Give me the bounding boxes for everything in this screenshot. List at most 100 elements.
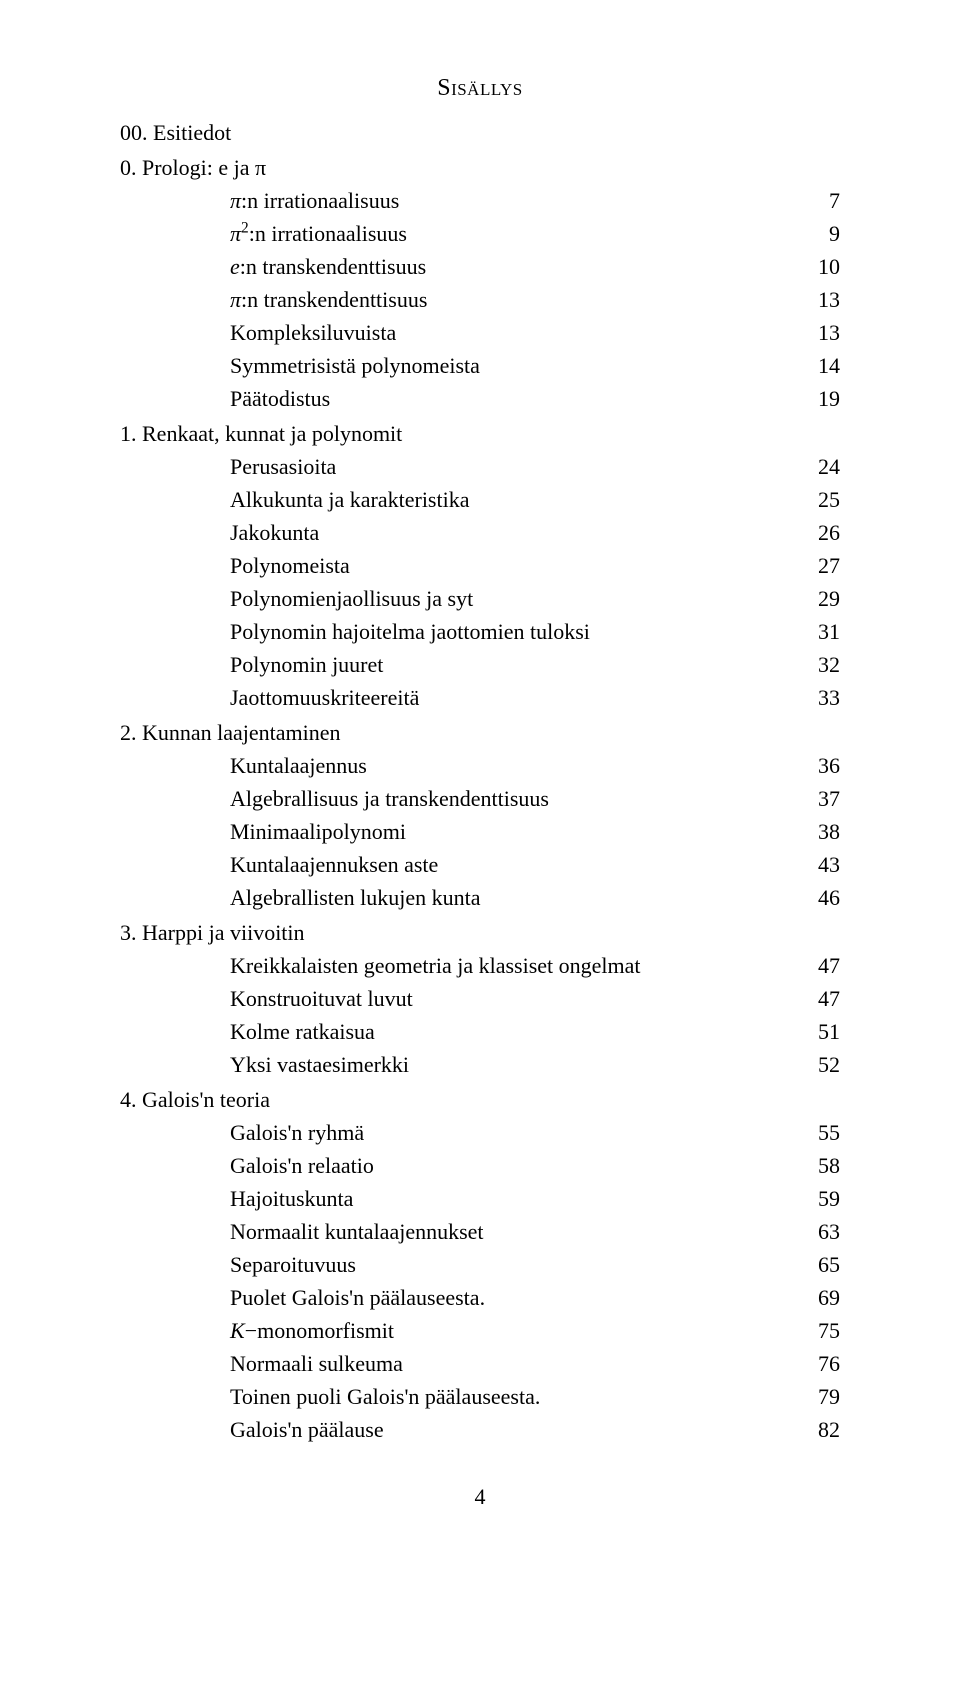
toc-entry: Kreikkalaisten geometria ja klassiset on… (230, 949, 840, 982)
toc-entry-label: Jaottomuuskriteereitä (230, 681, 419, 714)
toc-section: 1. Renkaat, kunnat ja polynomitPerusasio… (120, 417, 840, 714)
toc-entry: π2:n irrationaalisuus 9 (230, 217, 840, 250)
toc-entry-label: Toinen puoli Galois'n päälauseesta. (230, 1380, 540, 1413)
toc-section-heading: 00. Esitiedot (120, 116, 840, 149)
toc-container: 00. Esitiedot0. Prologi: e ja ππ:n irrat… (120, 116, 840, 1446)
toc-entry: Galois'n relaatio 58 (230, 1149, 840, 1182)
toc-entry-label: Algebrallisten lukujen kunta (230, 881, 481, 914)
toc-entry-label: π:n transkendenttisuus (230, 283, 427, 316)
toc-entry: Normaalit kuntalaajennukset 63 (230, 1215, 840, 1248)
toc-entry: Polynomin hajoitelma jaottomien tuloksi3… (230, 615, 840, 648)
toc-entry: e:n transkendenttisuus10 (230, 250, 840, 283)
toc-entry-label: K−monomorfismit (230, 1314, 394, 1347)
toc-entry-page: 19 (818, 382, 840, 415)
toc-entry: Polynomin juuret32 (230, 648, 840, 681)
toc-entry-label: Perusasioita (230, 450, 336, 483)
toc-entry-page: 52 (818, 1048, 840, 1081)
toc-entry-page: 36 (818, 749, 840, 782)
toc-title: Sisällys (120, 70, 840, 106)
toc-entry: Alkukunta ja karakteristika 25 (230, 483, 840, 516)
toc-entry: Separoituvuus65 (230, 1248, 840, 1281)
toc-entry-page: 58 (818, 1149, 840, 1182)
toc-entry: K−monomorfismit 75 (230, 1314, 840, 1347)
toc-entry-page: 82 (818, 1413, 840, 1446)
toc-section: 3. Harppi ja viivoitinKreikkalaisten geo… (120, 916, 840, 1081)
toc-entry-page: 47 (818, 982, 840, 1015)
toc-entry: Galois'n ryhmä 55 (230, 1116, 840, 1149)
toc-entry: Toinen puoli Galois'n päälauseesta. 79 (230, 1380, 840, 1413)
toc-entry: Konstruoituvat luvut 47 (230, 982, 840, 1015)
toc-entry-label: Kuntalaajennuksen aste (230, 848, 438, 881)
toc-entry: Galois'n päälause82 (230, 1413, 840, 1446)
toc-entry-label: Galois'n relaatio (230, 1149, 374, 1182)
toc-entry-label: Konstruoituvat luvut (230, 982, 413, 1015)
toc-entry-page: 46 (818, 881, 840, 914)
toc-entry: π:n irrationaalisuus7 (230, 184, 840, 217)
toc-entry-label: Polynomeista (230, 549, 350, 582)
toc-section-heading: 3. Harppi ja viivoitin (120, 916, 840, 949)
toc-entry-page: 75 (818, 1314, 840, 1347)
toc-entry: Algebrallisten lukujen kunta 46 (230, 881, 840, 914)
toc-entry-page: 7 (829, 184, 840, 217)
toc-section-heading: 4. Galois'n teoria (120, 1083, 840, 1116)
toc-entry-page: 31 (818, 615, 840, 648)
toc-entry: Algebrallisuus ja transkendenttisuus37 (230, 782, 840, 815)
toc-entry-page: 13 (818, 316, 840, 349)
toc-entry: Päätodistus 19 (230, 382, 840, 415)
toc-entry: π:n transkendenttisuus 13 (230, 283, 840, 316)
toc-entry-page: 38 (818, 815, 840, 848)
toc-entry-label: Separoituvuus (230, 1248, 356, 1281)
toc-entry-page: 25 (818, 483, 840, 516)
toc-entry-page: 37 (818, 782, 840, 815)
toc-entry-label: Alkukunta ja karakteristika (230, 483, 469, 516)
toc-entry-label: Galois'n ryhmä (230, 1116, 364, 1149)
toc-entry: Jakokunta26 (230, 516, 840, 549)
toc-entry: Jaottomuuskriteereitä 33 (230, 681, 840, 714)
toc-entry-label: Polynomin juuret (230, 648, 383, 681)
toc-entry: Polynomienjaollisuus ja syt 29 (230, 582, 840, 615)
toc-entry-label: Kolme ratkaisua (230, 1015, 375, 1048)
toc-section-heading: 1. Renkaat, kunnat ja polynomit (120, 417, 840, 450)
toc-entry-label: Normaalit kuntalaajennukset (230, 1215, 484, 1248)
toc-entry-label: Symmetrisistä polynomeista (230, 349, 480, 382)
toc-section-heading: 2. Kunnan laajentaminen (120, 716, 840, 749)
toc-entry-label: Kuntalaajennus (230, 749, 367, 782)
toc-entry-page: 13 (818, 283, 840, 316)
toc-entry-page: 33 (818, 681, 840, 714)
toc-entry-page: 29 (818, 582, 840, 615)
page-number: 4 (120, 1480, 840, 1513)
toc-entry-label: Normaali sulkeuma (230, 1347, 403, 1380)
toc-entry-label: Päätodistus (230, 382, 330, 415)
toc-entry-label: Puolet Galois'n päälauseesta. (230, 1281, 485, 1314)
toc-entry: Symmetrisistä polynomeista14 (230, 349, 840, 382)
toc-entry: Minimaalipolynomi38 (230, 815, 840, 848)
toc-entry-page: 47 (818, 949, 840, 982)
toc-entry-page: 59 (818, 1182, 840, 1215)
toc-section-heading: 0. Prologi: e ja π (120, 151, 840, 184)
toc-entry-label: Kompleksiluvuista (230, 316, 396, 349)
toc-entry-label: π2:n irrationaalisuus (230, 217, 407, 250)
toc-entry-page: 63 (818, 1215, 840, 1248)
toc-section: 0. Prologi: e ja ππ:n irrationaalisuus7π… (120, 151, 840, 415)
toc-entry: Kuntalaajennuksen aste 43 (230, 848, 840, 881)
toc-entry: Kompleksiluvuista 13 (230, 316, 840, 349)
toc-entry-page: 43 (818, 848, 840, 881)
toc-entry: Yksi vastaesimerkki 52 (230, 1048, 840, 1081)
toc-entry-page: 76 (818, 1347, 840, 1380)
toc-entry: Perusasioita24 (230, 450, 840, 483)
toc-entry-label: Jakokunta (230, 516, 319, 549)
toc-entry-label: Kreikkalaisten geometria ja klassiset on… (230, 949, 641, 982)
toc-entry: Kuntalaajennus 36 (230, 749, 840, 782)
toc-entry-page: 55 (818, 1116, 840, 1149)
toc-entry-page: 27 (818, 549, 840, 582)
toc-entry-page: 9 (829, 217, 840, 250)
toc-section: 2. Kunnan laajentaminenKuntalaajennus36A… (120, 716, 840, 914)
toc-entry-label: Polynomienjaollisuus ja syt (230, 582, 473, 615)
toc-entry-page: 79 (818, 1380, 840, 1413)
toc-entry-page: 69 (818, 1281, 840, 1314)
toc-entry-label: Yksi vastaesimerkki (230, 1048, 409, 1081)
toc-entry: Hajoituskunta59 (230, 1182, 840, 1215)
toc-entry-label: e:n transkendenttisuus (230, 250, 426, 283)
toc-entry: Kolme ratkaisua51 (230, 1015, 840, 1048)
toc-entry: Polynomeista 27 (230, 549, 840, 582)
